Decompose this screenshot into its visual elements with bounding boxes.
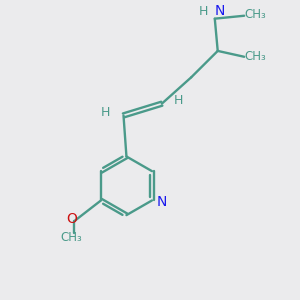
Text: H: H xyxy=(100,106,110,119)
Text: N: N xyxy=(156,195,167,209)
Text: O: O xyxy=(67,212,77,226)
Text: H: H xyxy=(174,94,184,107)
Text: H: H xyxy=(199,5,208,18)
Text: N: N xyxy=(215,4,225,18)
Text: CH₃: CH₃ xyxy=(244,50,266,63)
Text: CH₃: CH₃ xyxy=(244,8,266,21)
Text: CH₃: CH₃ xyxy=(61,231,82,244)
